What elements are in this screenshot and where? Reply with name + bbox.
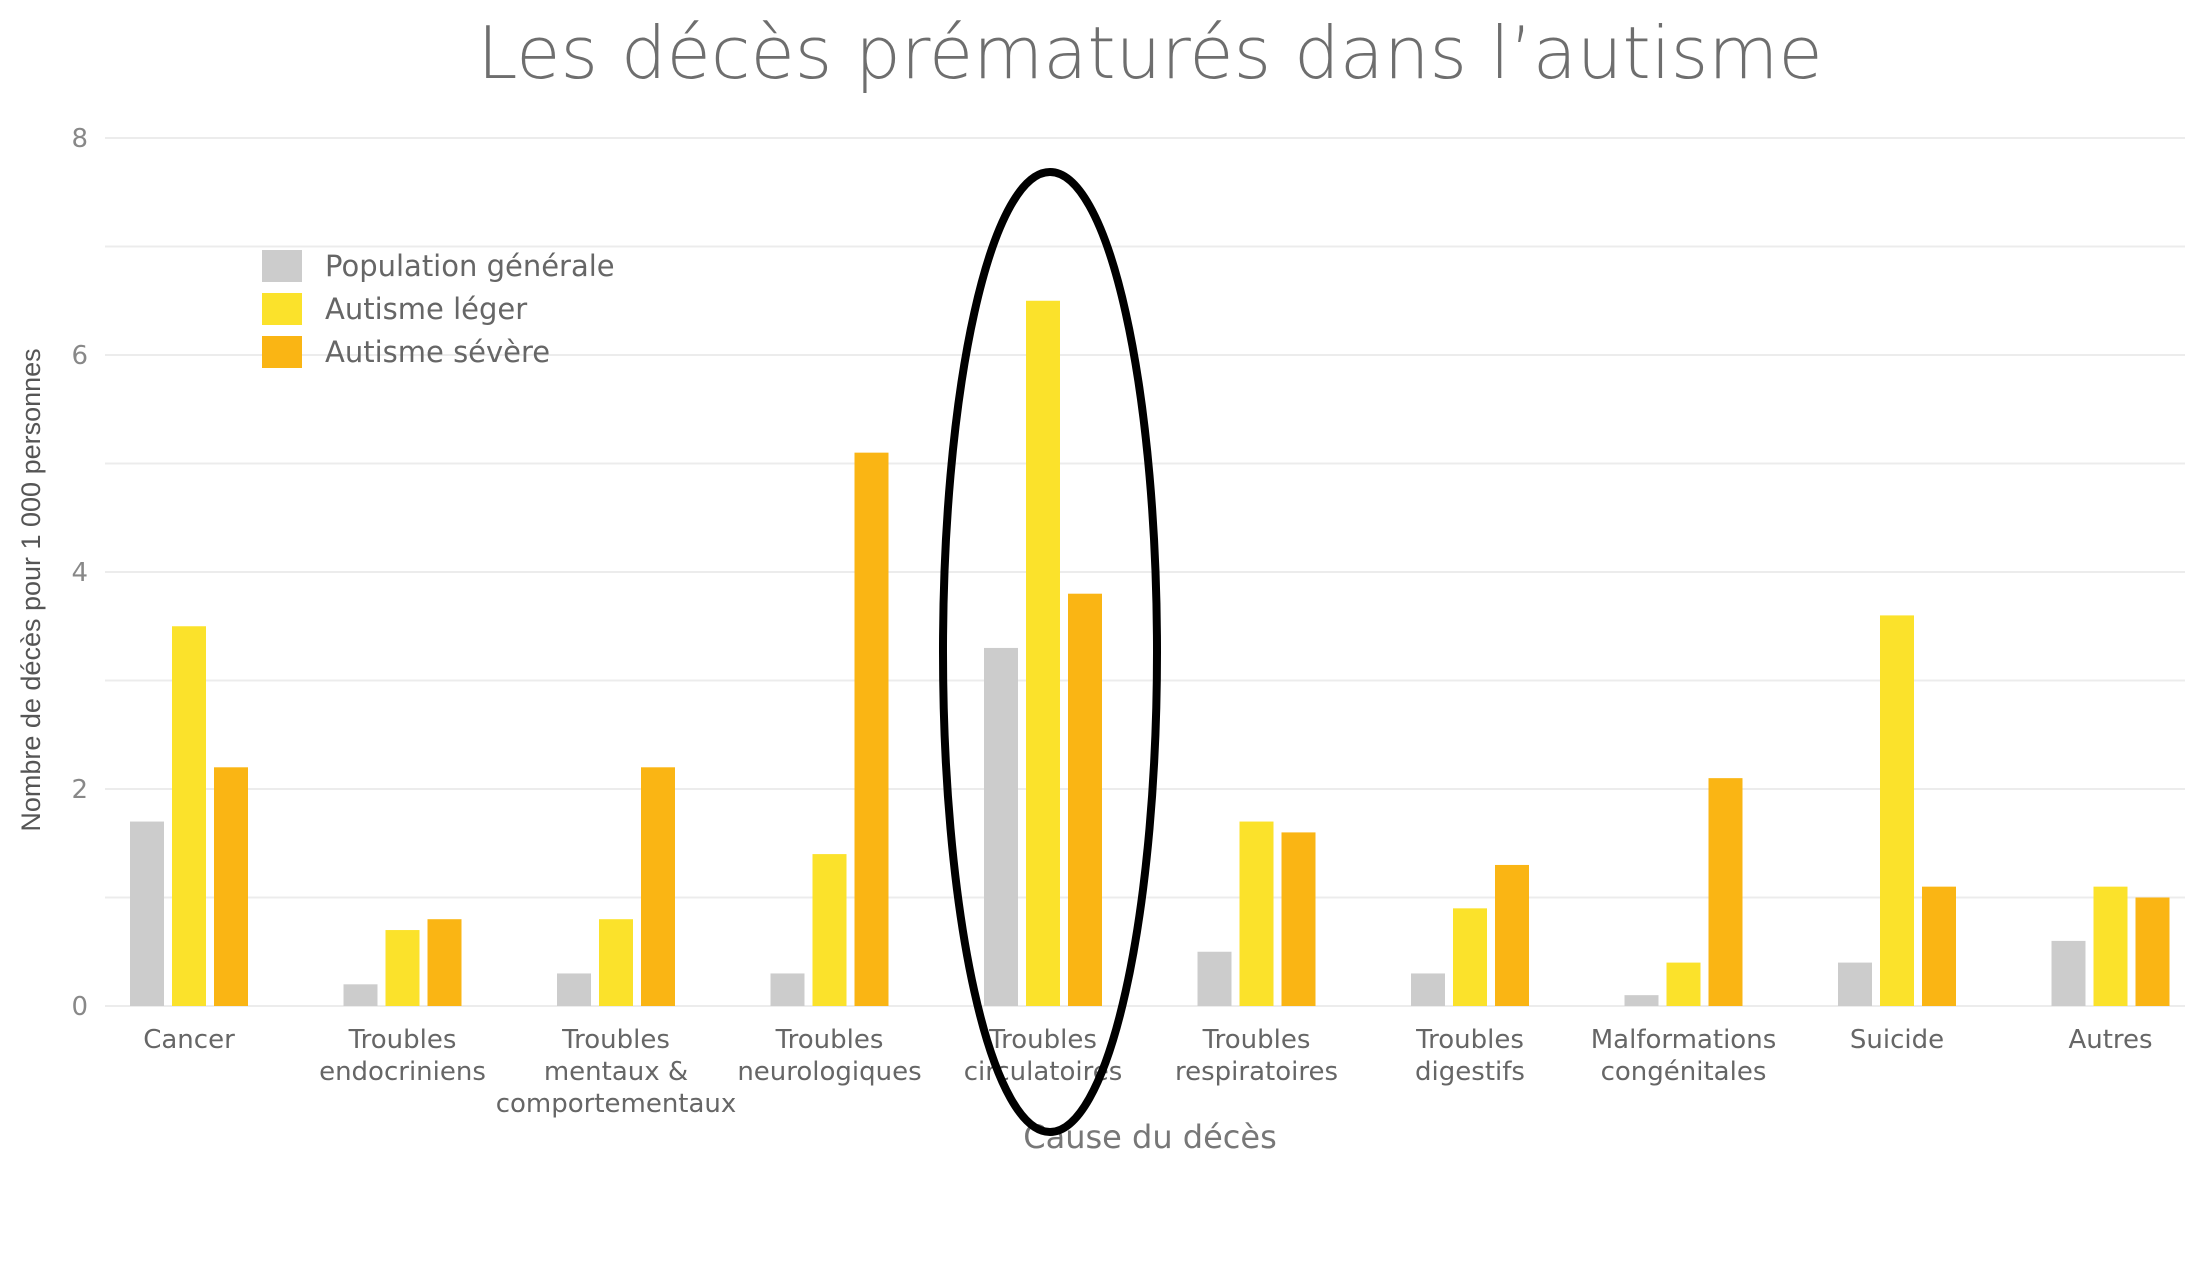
bar [343, 984, 378, 1006]
legend-label: Autisme sévère [325, 335, 550, 369]
legend-label: Autisme léger [325, 292, 527, 326]
bar [130, 821, 164, 1006]
bar [854, 452, 889, 1006]
category-label: mentaux & [544, 1057, 688, 1087]
bar [1281, 832, 1316, 1006]
bar [770, 973, 805, 1006]
category-label: comportementaux [496, 1089, 737, 1119]
bar [1880, 615, 1914, 1006]
y-tick-label: 2 [71, 775, 88, 805]
bar [1239, 821, 1274, 1006]
y-tick-label: 4 [71, 558, 88, 588]
bar [2093, 886, 2128, 1006]
legend: Population générale Autisme léger Autisme … [262, 249, 615, 369]
bar [427, 919, 462, 1006]
x-axis-label: Cause du décès [1023, 1118, 1276, 1156]
category-label: Troubles [1202, 1025, 1311, 1055]
category-label: Troubles [988, 1025, 1097, 1055]
bar [2135, 897, 2170, 1006]
bar [214, 767, 248, 1006]
y-tick-label: 6 [71, 341, 88, 371]
category-label: respiratoires [1175, 1057, 1338, 1087]
bar [812, 854, 847, 1006]
category-label: Suicide [1850, 1025, 1944, 1055]
bar [1068, 593, 1102, 1006]
bar [557, 973, 591, 1006]
category-label: endocriniens [319, 1057, 486, 1087]
category-label: Cancer [143, 1025, 235, 1055]
bars [130, 300, 2170, 1006]
category-label: Troubles [775, 1025, 884, 1055]
category-label: Troubles [561, 1025, 670, 1055]
bar [599, 919, 633, 1006]
bar [1453, 908, 1487, 1006]
bar [385, 930, 420, 1006]
legend-swatch [262, 293, 302, 325]
bar [1666, 962, 1701, 1006]
bar [172, 626, 206, 1006]
bar [1197, 951, 1232, 1006]
bar [641, 767, 675, 1006]
legend-label: Population générale [325, 249, 615, 283]
category-label: Troubles [348, 1025, 457, 1055]
bar [1838, 962, 1872, 1006]
bar [1922, 886, 1956, 1006]
category-label: congénitales [1601, 1057, 1767, 1087]
bar [2051, 940, 2086, 1006]
y-tick-label: 0 [71, 992, 88, 1022]
chart-title: Les décès prématurés dans l’autisme [477, 11, 1822, 95]
bar [984, 647, 1018, 1006]
bar [1495, 864, 1529, 1006]
y-axis-label: Nombre de décès pour 1 000 personnes [16, 348, 46, 831]
legend-swatch [262, 250, 302, 282]
category-labels: Cancer TroublesendocriniensTroublesmentau… [143, 1025, 2152, 1119]
bar [1708, 778, 1743, 1006]
y-tick-label: 8 [71, 124, 88, 154]
highlight-ellipse [939, 168, 1161, 1136]
category-label: Malformations [1591, 1025, 1777, 1055]
bar [1624, 995, 1659, 1006]
category-label: Troubles [1415, 1025, 1524, 1055]
category-label: digestifs [1415, 1057, 1525, 1087]
category-label: Autres [2068, 1025, 2152, 1055]
y-ticks: 0 2 4 6 8 [71, 124, 88, 1022]
bar [1411, 973, 1445, 1006]
category-label: neurologiques [737, 1057, 921, 1087]
bar [1026, 300, 1060, 1006]
legend-swatch [262, 336, 302, 368]
